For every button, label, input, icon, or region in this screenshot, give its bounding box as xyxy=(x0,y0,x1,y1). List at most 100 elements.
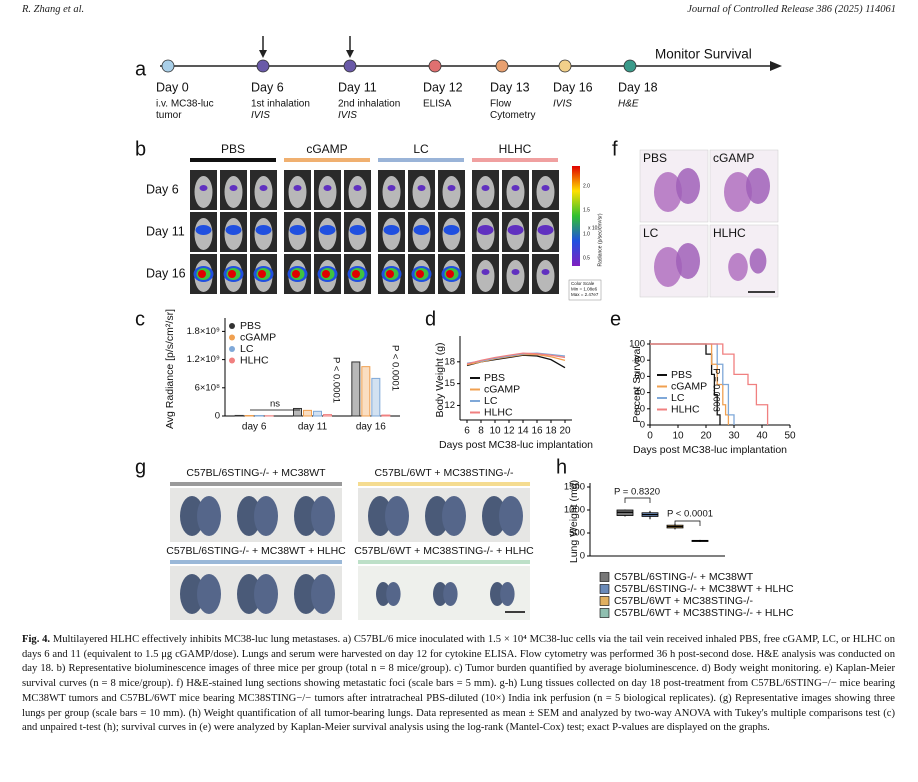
timeline-day: Day 16 xyxy=(553,80,593,94)
y-tick-label: 0 xyxy=(580,551,585,562)
y-tick-label: 18 xyxy=(444,356,455,367)
timeline-node xyxy=(495,59,509,73)
legend-label: C57BL/6WT + MC38STING-/- xyxy=(614,595,753,607)
colorbar-tick: 1.0 xyxy=(583,231,590,237)
lung-lobe xyxy=(237,574,261,614)
legend-label: HLHC xyxy=(484,406,513,418)
legend-label: PBS xyxy=(240,320,261,332)
mouse-silhouette xyxy=(476,176,495,208)
timeline-node xyxy=(558,59,572,73)
legend-marker xyxy=(229,334,235,341)
bracket xyxy=(674,520,701,526)
timeline-node xyxy=(161,59,175,73)
y-tick-label: 12 xyxy=(444,400,455,411)
timeline-note: tumor xyxy=(156,110,182,121)
lung-lobe xyxy=(294,574,318,614)
histology-label: cGAMP xyxy=(713,151,754,165)
mouse-silhouette xyxy=(536,176,555,208)
y-tick-label: 80 xyxy=(634,355,645,366)
histology-label: PBS xyxy=(643,151,667,165)
panel-label: d xyxy=(425,308,436,330)
lung-lobe xyxy=(197,574,221,614)
lung-lobe xyxy=(500,582,515,606)
line xyxy=(466,352,566,365)
timeline-node xyxy=(256,59,270,73)
timeline-note: IVIS xyxy=(338,110,357,121)
row-label: Day 6 xyxy=(146,182,179,196)
timeline-note: ELISA xyxy=(423,99,452,110)
annotation: ns xyxy=(270,399,280,410)
ink-group-bar xyxy=(358,560,530,564)
y-tick-label: 20 xyxy=(634,403,645,414)
colorbar-scale: Min = 1.08e6 xyxy=(571,287,598,292)
signal xyxy=(541,269,550,275)
colorbar-tick: 0.5 xyxy=(583,255,590,261)
legend-swatch xyxy=(599,572,610,582)
ink-group-label: C57BL/6WT + MC38STING-/- + HLHC xyxy=(354,545,534,557)
y-tick-label: 15 xyxy=(444,378,455,389)
signal xyxy=(443,225,460,235)
legend-label: cGAMP xyxy=(240,331,276,343)
y-axis-label: Percent Survival xyxy=(631,346,643,422)
legend-marker xyxy=(229,357,235,364)
tissue-lobe xyxy=(654,172,682,212)
signal-core xyxy=(258,270,266,278)
row-label: Day 11 xyxy=(146,224,185,238)
signal xyxy=(477,225,494,235)
x-axis-label: Days post MC38-luc implantation xyxy=(633,444,787,456)
x-tick-label: 20 xyxy=(700,431,712,442)
legend-label: HLHC xyxy=(240,354,269,366)
signal xyxy=(293,185,302,191)
legend-label: C57BL/6WT + MC38STING-/- + HLHC xyxy=(614,607,794,619)
legend-label: HLHC xyxy=(671,403,700,415)
panel-label: f xyxy=(612,138,618,160)
mouse-silhouette xyxy=(224,176,243,208)
y-axis-label: Body Weight (g) xyxy=(434,342,446,417)
bar xyxy=(351,361,361,417)
annotation: P = 0.8320 xyxy=(614,487,660,498)
lung-lobe xyxy=(180,496,204,536)
lung-lobe xyxy=(237,496,261,536)
colorbar-tick: 1.5 xyxy=(583,207,590,213)
x-tick-label: 8 xyxy=(478,426,484,437)
tissue-lobe xyxy=(724,172,752,212)
lung-lobe xyxy=(368,496,392,536)
panel-label: g xyxy=(135,456,146,478)
x-tick-label: day 6 xyxy=(242,422,267,433)
signal xyxy=(349,225,366,235)
timeline-note: 2nd inhalation xyxy=(338,99,400,110)
y-tick-label: 60 xyxy=(634,371,645,382)
signal-core xyxy=(386,270,394,278)
panel-label: h xyxy=(556,456,567,478)
lung-lobe xyxy=(499,496,523,536)
legend-marker xyxy=(229,346,235,352)
tissue-lobe xyxy=(676,243,700,279)
x-tick-label: day 16 xyxy=(356,422,386,433)
signal xyxy=(255,225,272,235)
mouse-silhouette xyxy=(442,176,461,208)
lung-lobe xyxy=(254,496,278,536)
signal-core xyxy=(322,270,330,278)
bracket xyxy=(624,497,651,503)
bar xyxy=(371,377,381,417)
lung-lobe xyxy=(311,574,335,614)
signal xyxy=(511,269,520,275)
group-label: cGAMP xyxy=(306,142,347,156)
tissue-lobe xyxy=(676,168,700,204)
colorbar-label: Radiance (p/sec/cm²/sr) xyxy=(597,213,603,266)
timeline-day: Day 13 xyxy=(490,80,530,94)
signal xyxy=(541,185,550,191)
group-bar xyxy=(472,158,558,162)
signal xyxy=(229,185,238,191)
y-tick-label: 500 xyxy=(569,528,585,539)
signal xyxy=(447,185,456,191)
legend-label: PBS xyxy=(484,372,505,384)
colorbar-box xyxy=(568,279,602,301)
signal xyxy=(417,185,426,191)
legend-label: LC xyxy=(484,395,498,407)
timeline-note: IVIS xyxy=(251,110,270,121)
caption-label: Fig. 4. xyxy=(22,634,51,645)
timeline-note: Cytometry xyxy=(490,110,536,121)
bar xyxy=(313,410,322,417)
x-tick-label: 18 xyxy=(545,426,557,437)
